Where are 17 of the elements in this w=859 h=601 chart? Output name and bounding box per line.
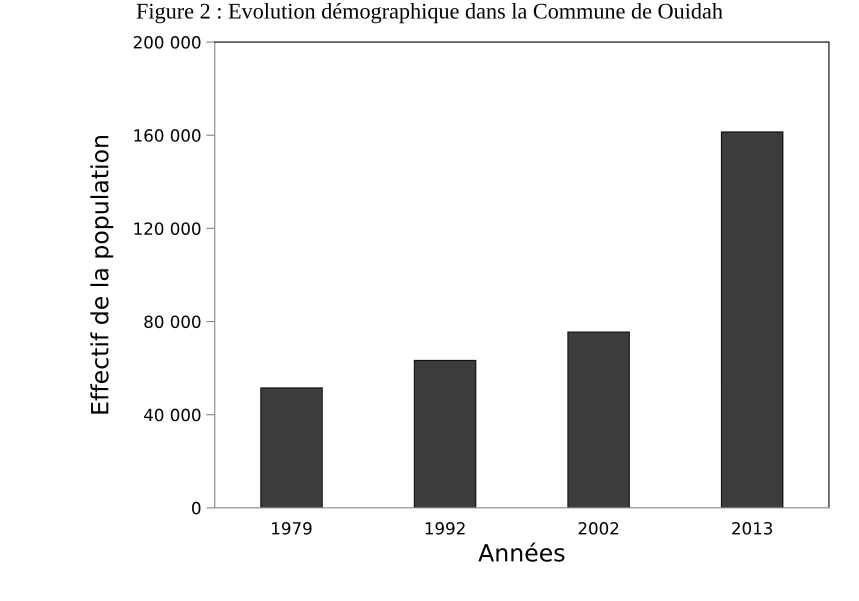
y-tick-label: 200 000 [134, 36, 200, 49]
y-tick-label: 40 000 [144, 408, 200, 422]
bar [260, 387, 323, 508]
y-tick-label: 80 000 [144, 315, 200, 328]
x-tick-label: 1992 [426, 522, 465, 535]
y-tick-label: 0 [192, 502, 200, 514]
chart-title: Figure 2 : Evolution démographique dans la Commune de Ouidah [136, 3, 723, 24]
x-axis-title: Années [478, 542, 564, 562]
y-tick-label: 120 000 [134, 222, 200, 235]
bar [567, 331, 630, 508]
bar [414, 360, 476, 508]
y-tick-label: 160 000 [134, 129, 200, 142]
x-tick-label: 2002 [578, 522, 618, 535]
bar [720, 131, 784, 508]
y-axis-title: Effectif de la population [90, 136, 114, 414]
x-tick-label: 1979 [272, 522, 312, 535]
x-tick-label: 2013 [732, 522, 772, 535]
